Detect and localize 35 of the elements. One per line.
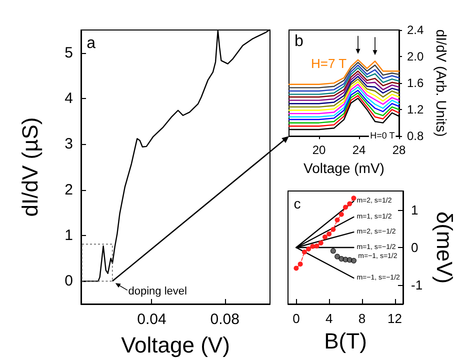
annotation: c <box>294 196 301 212</box>
y2-tick-label: -1 <box>411 278 423 293</box>
y-tick-label: 5 <box>64 44 73 62</box>
y2-tick-label: 1.2 <box>407 102 424 117</box>
x-tick-label: 20 <box>312 143 326 158</box>
x-tick-label: 8 <box>358 311 366 326</box>
y2-axis-title: dI/dV (Arb. Units) <box>434 29 450 137</box>
annotation: doping level <box>128 286 187 298</box>
y2-tick-label: 1 <box>411 202 418 218</box>
annotation: b <box>294 32 304 50</box>
y2-axis-title: δ(meV) <box>432 211 457 284</box>
y2-tick-label: 0 <box>411 240 418 255</box>
x-tick-label: 12 <box>388 311 402 326</box>
x-tick-label: 0 <box>292 311 300 326</box>
annotation: H=7 T <box>311 56 347 72</box>
y2-tick-label: 1.6 <box>407 76 424 90</box>
x-tick-label: 4 <box>325 311 333 326</box>
y-tick-label: 4 <box>64 90 73 107</box>
y2-tick-label: 2.0 <box>407 50 424 64</box>
annotation: H=0 T <box>370 130 396 140</box>
x-tick-label: 0.04 <box>137 311 166 328</box>
y-tick-label: 0 <box>64 272 73 290</box>
annotation: a <box>86 34 96 52</box>
x-tick-label: 0.08 <box>210 311 240 328</box>
y2-tick-label: 0.8 <box>407 129 424 144</box>
x-axis-title: B(T) <box>324 328 367 354</box>
y-tick-label: 3 <box>64 136 73 153</box>
x-tick-label: 24 <box>352 143 366 158</box>
x-axis-title: Voltage (V) <box>121 332 230 358</box>
y-axis-title: dI/dV (µS) <box>18 117 42 217</box>
y2-tick-label: 2.4 <box>407 23 424 37</box>
y-tick-label: 1 <box>64 227 73 244</box>
x-axis-title: Voltage (mV) <box>304 160 384 176</box>
y-tick-label: 2 <box>64 181 73 198</box>
x-tick-label: 28 <box>392 143 406 158</box>
